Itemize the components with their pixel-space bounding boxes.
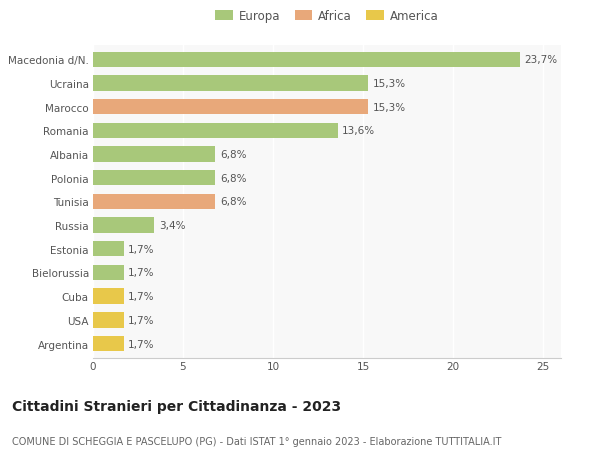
Text: 1,7%: 1,7% xyxy=(128,339,155,349)
Text: 6,8%: 6,8% xyxy=(220,197,247,207)
Bar xyxy=(93,218,154,233)
Bar xyxy=(93,241,124,257)
Text: 6,8%: 6,8% xyxy=(220,174,247,183)
Text: 15,3%: 15,3% xyxy=(373,79,406,89)
Bar xyxy=(93,123,338,139)
Text: 1,7%: 1,7% xyxy=(128,268,155,278)
Text: 13,6%: 13,6% xyxy=(342,126,376,136)
Bar xyxy=(93,289,124,304)
Bar xyxy=(93,52,520,68)
Text: 23,7%: 23,7% xyxy=(524,55,557,65)
Bar xyxy=(93,76,368,91)
Text: 1,7%: 1,7% xyxy=(128,291,155,302)
Bar xyxy=(93,313,124,328)
Text: 3,4%: 3,4% xyxy=(158,221,185,230)
Bar xyxy=(93,336,124,352)
Bar xyxy=(93,100,368,115)
Bar xyxy=(93,265,124,280)
Bar xyxy=(93,147,215,162)
Text: 1,7%: 1,7% xyxy=(128,315,155,325)
Text: Cittadini Stranieri per Cittadinanza - 2023: Cittadini Stranieri per Cittadinanza - 2… xyxy=(12,399,341,413)
Bar xyxy=(93,171,215,186)
Text: 15,3%: 15,3% xyxy=(373,102,406,112)
Text: 6,8%: 6,8% xyxy=(220,150,247,160)
Bar xyxy=(93,194,215,210)
Text: COMUNE DI SCHEGGIA E PASCELUPO (PG) - Dati ISTAT 1° gennaio 2023 - Elaborazione : COMUNE DI SCHEGGIA E PASCELUPO (PG) - Da… xyxy=(12,436,502,446)
Legend: Europa, Africa, America: Europa, Africa, America xyxy=(213,8,441,26)
Text: 1,7%: 1,7% xyxy=(128,244,155,254)
